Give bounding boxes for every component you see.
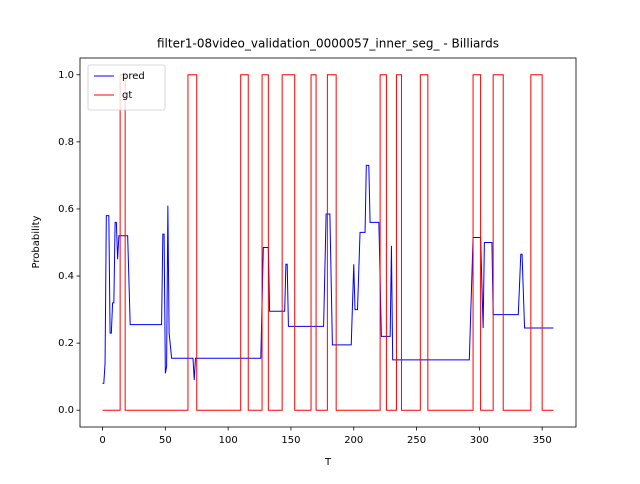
y-tick-label: 0.2 xyxy=(58,338,74,349)
x-tick-label: 200 xyxy=(344,435,363,446)
x-tick-label: 150 xyxy=(281,435,300,446)
y-axis-label: Probability xyxy=(31,215,42,268)
x-tick-label: 0 xyxy=(99,435,105,446)
y-tick-label: 0.4 xyxy=(58,271,74,282)
plot-frame xyxy=(79,57,577,428)
y-tick-label: 0.6 xyxy=(58,204,74,215)
x-tick-label: 100 xyxy=(219,435,238,446)
line xyxy=(102,74,554,411)
legend-label: gt xyxy=(122,90,132,101)
y-tick-label: 0.8 xyxy=(58,137,74,148)
x-tick-label: 50 xyxy=(159,435,172,446)
x-tick-label: 250 xyxy=(407,435,426,446)
x-axis-label: T xyxy=(324,457,332,468)
legend-label: pred xyxy=(122,71,145,82)
line xyxy=(102,164,554,384)
y-tick-label: 1.0 xyxy=(58,70,74,81)
chart-title: filter1-08video_validation_0000057_inner… xyxy=(157,37,499,51)
y-tick-label: 0.0 xyxy=(58,405,74,416)
x-tick-label: 300 xyxy=(470,435,489,446)
x-tick-label: 350 xyxy=(533,435,552,446)
